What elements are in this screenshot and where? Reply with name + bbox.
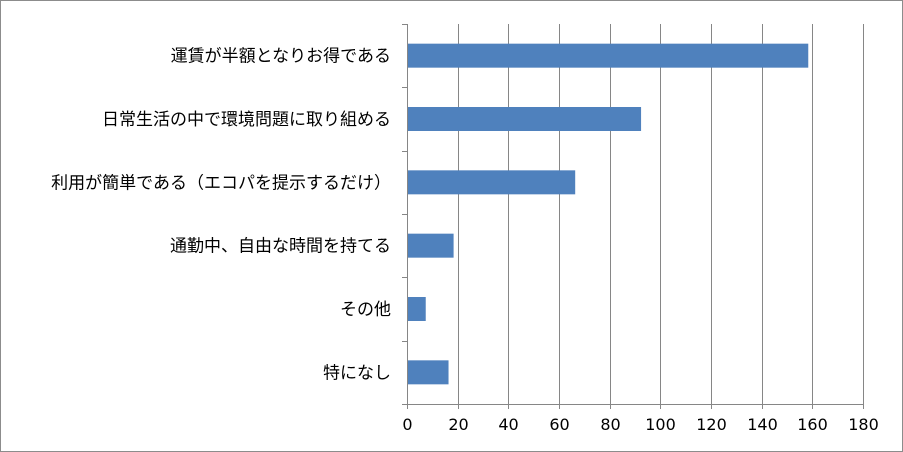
category-label-2: 利用が簡単である（エコパを提示するだけ） (51, 173, 391, 193)
category-labels: 運賃が半額となりお得である日常生活の中で環境問題に取り組める利用が簡単である（エ… (51, 47, 391, 384)
bar-3 (408, 233, 454, 258)
x-tick-label-0: 0 (402, 415, 412, 434)
bar-0 (408, 43, 809, 68)
x-tick-label-100: 100 (645, 415, 676, 434)
tick-labels: 0 20 40 60 80 100 120 140 160 180 (402, 415, 878, 434)
bar-5 (408, 360, 449, 385)
category-label-5: 特になし (323, 363, 391, 383)
x-tick-label-160: 160 (797, 415, 828, 434)
gridlines (458, 24, 864, 404)
bar-4 (408, 297, 426, 321)
x-tick-label-20: 20 (448, 415, 468, 434)
bar-1 (408, 107, 642, 131)
category-label-4: その他 (340, 300, 391, 320)
bar-2 (408, 170, 576, 195)
axes (402, 24, 864, 409)
category-label-0: 運賃が半額となりお得である (171, 47, 391, 67)
x-tick-label-40: 40 (498, 415, 518, 434)
x-tick-label-180: 180 (848, 415, 879, 434)
x-tick-label-140: 140 (747, 415, 778, 434)
category-label-3: 通勤中、自由な時間を持てる (170, 237, 391, 257)
bars (408, 43, 809, 385)
category-label-1: 日常生活の中で環境問題に取り組める (102, 110, 391, 130)
x-tick-label-120: 120 (696, 415, 727, 434)
x-tick-label-60: 60 (549, 415, 569, 434)
x-tick-label-80: 80 (600, 415, 620, 434)
